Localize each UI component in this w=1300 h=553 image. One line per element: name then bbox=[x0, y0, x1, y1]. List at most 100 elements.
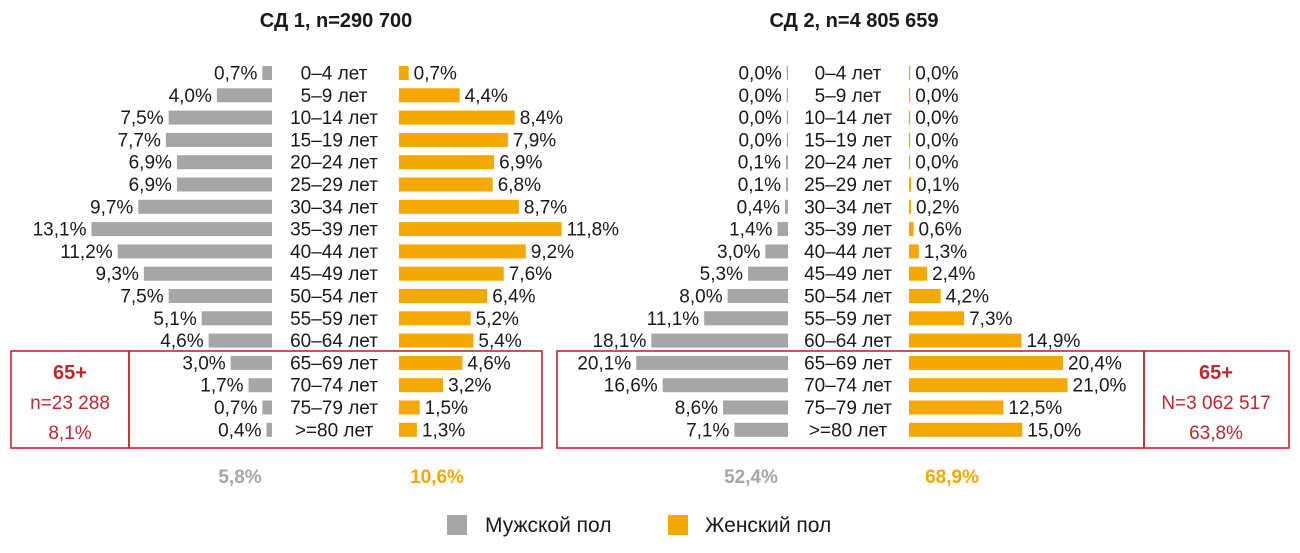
female-bar bbox=[399, 110, 515, 125]
male-bar bbox=[266, 422, 272, 437]
male-senior-share: 5,8% bbox=[218, 467, 261, 488]
male-bar bbox=[727, 289, 788, 303]
female-bar bbox=[399, 378, 444, 393]
female-value-label: 14,9% bbox=[1026, 331, 1080, 352]
female-bar bbox=[909, 110, 911, 125]
female-value-label: 15,0% bbox=[1027, 420, 1081, 441]
male-value-label: 8,6% bbox=[675, 398, 718, 419]
male-value-label: 0,0% bbox=[738, 64, 781, 85]
male-bar bbox=[765, 244, 788, 259]
male-senior-share: 52,4% bbox=[724, 467, 778, 488]
age-group-label: 35–39 лет bbox=[290, 220, 378, 241]
male-bar bbox=[777, 222, 788, 237]
male-bar bbox=[651, 333, 788, 348]
female-value-label: 8,4% bbox=[520, 108, 563, 129]
age-group-label: 35–39 лет bbox=[804, 220, 892, 241]
legend-female-swatch bbox=[668, 515, 688, 535]
male-bar bbox=[262, 400, 272, 415]
female-bar bbox=[909, 88, 911, 103]
male-bar bbox=[636, 355, 788, 370]
female-bar bbox=[909, 311, 965, 326]
male-value-label: 1,4% bbox=[729, 220, 772, 241]
male-value-label: 13,1% bbox=[33, 220, 87, 241]
female-value-label: 7,9% bbox=[513, 130, 556, 151]
male-bar bbox=[262, 66, 272, 80]
age-group-label: 70–74 лет bbox=[804, 376, 892, 397]
female-bar bbox=[909, 333, 1022, 348]
male-value-label: 16,6% bbox=[604, 376, 658, 397]
female-value-label: 12,5% bbox=[1008, 398, 1062, 419]
female-value-label: 0,0% bbox=[915, 153, 958, 174]
legend-male-label: Мужской пол bbox=[485, 514, 612, 537]
female-value-label: 3,2% bbox=[448, 376, 491, 397]
female-value-label: 21,0% bbox=[1073, 376, 1127, 397]
female-bar bbox=[399, 222, 562, 237]
male-bar bbox=[176, 177, 272, 192]
female-value-label: 0,2% bbox=[916, 197, 959, 218]
female-value-label: 1,3% bbox=[924, 242, 967, 263]
male-value-label: 3,0% bbox=[717, 242, 760, 263]
male-bar bbox=[138, 199, 272, 214]
age-group-label: 10–14 лет bbox=[290, 108, 378, 129]
female-value-label: 6,9% bbox=[499, 153, 542, 174]
female-value-label: 0,0% bbox=[915, 64, 958, 85]
female-value-label: 1,3% bbox=[422, 420, 465, 441]
female-value-label: 20,4% bbox=[1068, 353, 1122, 374]
chart-title: СД 2, n=4 805 659 bbox=[769, 10, 938, 32]
male-value-label: 0,0% bbox=[738, 108, 781, 129]
female-value-label: 4,6% bbox=[467, 353, 510, 374]
female-bar bbox=[399, 244, 526, 259]
female-bar bbox=[909, 289, 941, 303]
female-value-label: 4,2% bbox=[946, 287, 989, 308]
male-value-label: 3,0% bbox=[182, 353, 225, 374]
age-group-label: 40–44 лет bbox=[290, 242, 378, 263]
female-value-label: 11,8% bbox=[567, 220, 620, 241]
age-group-label: 65–69 лет bbox=[290, 353, 378, 374]
male-value-label: 6,9% bbox=[129, 153, 172, 174]
male-bar bbox=[230, 355, 272, 370]
age-group-label: 65–69 лет bbox=[804, 353, 892, 374]
female-value-label: 2,4% bbox=[932, 264, 975, 285]
male-bar bbox=[176, 155, 272, 170]
age-group-label: 25–29 лет bbox=[290, 175, 378, 196]
male-value-label: 9,7% bbox=[90, 197, 133, 218]
male-bar bbox=[747, 266, 788, 281]
male-bar bbox=[786, 88, 788, 103]
female-senior-share: 10,6% bbox=[410, 467, 464, 488]
female-bar bbox=[399, 355, 463, 370]
male-bar bbox=[165, 132, 272, 147]
female-bar bbox=[399, 422, 417, 437]
age-group-label: 10–14 лет bbox=[804, 108, 892, 129]
age-group-label: 20–24 лет bbox=[290, 153, 378, 174]
male-value-label: 8,0% bbox=[679, 287, 722, 308]
age-group-label: 40–44 лет bbox=[804, 242, 892, 263]
age-group-label: 60–64 лет bbox=[804, 331, 892, 352]
age-group-label: 30–34 лет bbox=[804, 197, 892, 218]
male-bar bbox=[786, 132, 788, 147]
male-value-label: 7,1% bbox=[686, 420, 729, 441]
female-bar bbox=[399, 289, 488, 303]
male-value-label: 18,1% bbox=[592, 331, 646, 352]
female-senior-share: 68,9% bbox=[925, 467, 979, 488]
female-value-label: 5,4% bbox=[478, 331, 521, 352]
female-value-label: 6,4% bbox=[492, 287, 535, 308]
male-bar bbox=[91, 222, 273, 237]
senior-box-title: 65+ bbox=[1199, 362, 1233, 384]
senior-rows-box bbox=[128, 350, 543, 449]
female-bar bbox=[399, 66, 409, 80]
female-bar bbox=[909, 355, 1064, 370]
female-bar bbox=[399, 155, 495, 170]
female-bar bbox=[909, 199, 911, 214]
male-value-label: 0,7% bbox=[214, 398, 257, 419]
age-group-label: 60–64 лет bbox=[290, 331, 378, 352]
male-value-label: 7,5% bbox=[120, 108, 163, 129]
senior-box-share: 63,8% bbox=[1189, 423, 1243, 444]
age-group-label: >=80 лет bbox=[809, 420, 888, 441]
male-value-label: 0,4% bbox=[218, 420, 261, 441]
female-value-label: 5,2% bbox=[476, 309, 519, 330]
male-value-label: 0,1% bbox=[738, 153, 781, 174]
male-bar bbox=[704, 311, 788, 326]
chart-title: СД 1, n=290 700 bbox=[260, 10, 412, 32]
age-group-label: 30–34 лет bbox=[290, 197, 378, 218]
